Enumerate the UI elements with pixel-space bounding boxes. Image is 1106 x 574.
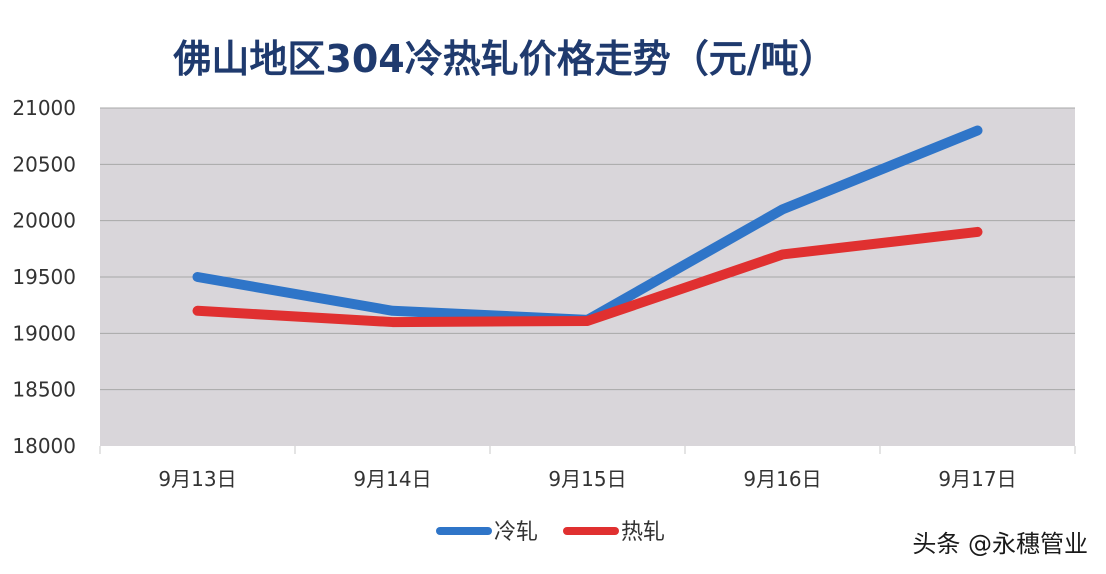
x-tick-label: 9月15日	[548, 467, 626, 491]
chart-title: 佛山地区304冷热轧价格走势（元/吨）	[172, 37, 836, 81]
y-tick-label: 20000	[12, 209, 76, 233]
y-axis-ticks: 18000 18500 19000 19500 20000 20500 21000	[12, 96, 76, 458]
x-axis-ticks: 9月13日 9月14日 9月15日 9月16日 9月17日	[99, 446, 1076, 491]
y-tick-label: 19500	[12, 265, 76, 289]
watermark-text: 头条 @永穗管业	[912, 530, 1088, 558]
series-line-hot-rolled	[192, 226, 983, 328]
y-tick-label: 20500	[12, 152, 76, 176]
y-tick-label: 18000	[12, 434, 76, 458]
legend-label: 热轧	[621, 520, 665, 545]
y-tick-label: 21000	[12, 96, 76, 120]
y-tick-label: 19000	[12, 321, 76, 345]
y-tick-label: 18500	[12, 378, 76, 402]
grid-lines	[100, 107, 1075, 391]
legend: 冷轧 热轧	[436, 520, 665, 545]
series-lines	[192, 125, 983, 328]
legend-label: 冷轧	[494, 520, 538, 545]
x-tick-label: 9月17日	[938, 467, 1016, 491]
x-tick-label: 9月13日	[158, 467, 236, 491]
x-tick-label: 9月16日	[743, 467, 821, 491]
x-tick-label: 9月14日	[353, 467, 431, 491]
